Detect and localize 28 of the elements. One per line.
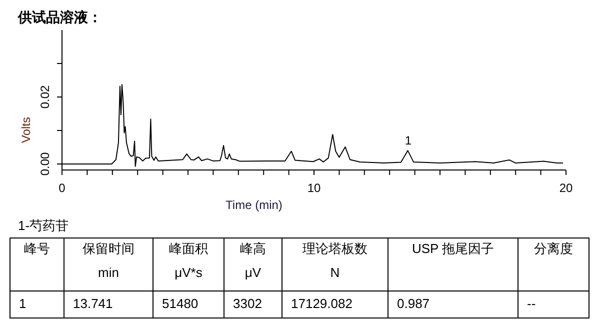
text: 峰面积	[169, 241, 208, 256]
x-tick-label: 20	[559, 181, 573, 195]
text: 0.987	[397, 296, 430, 311]
y-tick-label: 0.00	[38, 152, 52, 176]
text: 峰高	[240, 241, 266, 256]
text: 分离度	[534, 241, 573, 256]
y-axis-title: Volts	[19, 116, 33, 144]
text: 保留时间	[82, 241, 134, 256]
text: N	[330, 265, 340, 280]
x-tick-label: 10	[307, 181, 321, 195]
text: μV*s	[174, 265, 203, 280]
text: 理论塔板数	[302, 241, 368, 256]
text: USP 拖尾因子	[412, 241, 494, 256]
y-tick-label: 0.02	[38, 84, 52, 109]
chart-title: 供试品溶液：	[17, 9, 102, 25]
text: min	[98, 265, 119, 280]
text: μV	[244, 265, 262, 280]
text: 13.741	[73, 296, 113, 311]
x-tick-label: 0	[58, 181, 66, 195]
x-axis-title: Time (min)	[226, 198, 282, 212]
text: 1-芍药苷	[18, 218, 69, 233]
text: 3302	[233, 296, 262, 311]
annotation: 1	[404, 134, 412, 148]
text: 峰号	[24, 241, 50, 256]
text: 1	[19, 296, 26, 311]
text: 17129.082	[291, 296, 352, 311]
text: 51480	[162, 296, 198, 311]
text: --	[527, 296, 536, 311]
